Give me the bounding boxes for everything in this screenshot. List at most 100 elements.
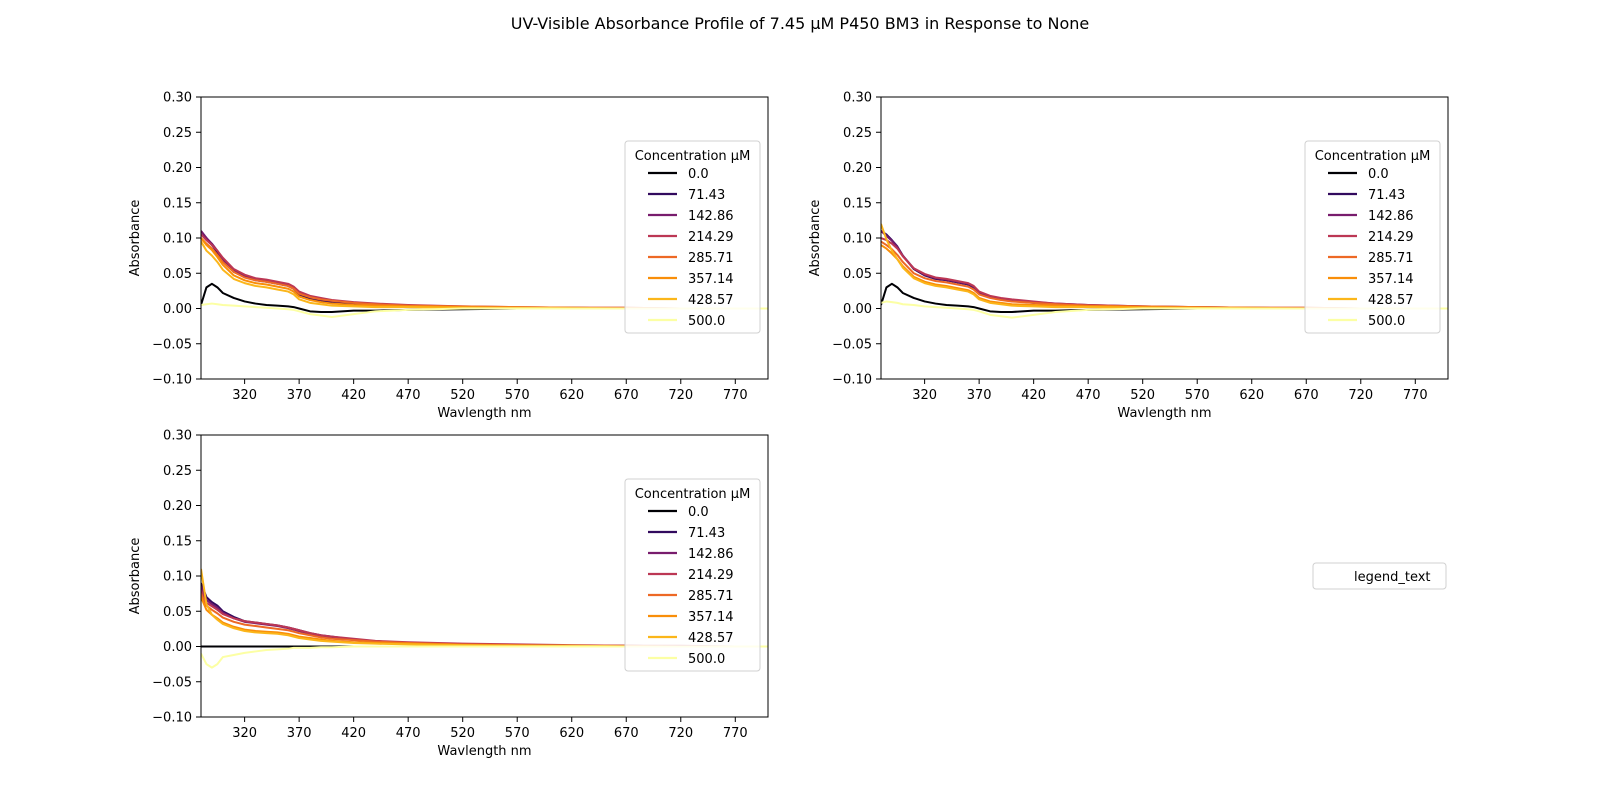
legend: Concentration µM 0.0 71.43 142.86 214.29 285.…	[624, 140, 761, 334]
y-tick-label: −0.10	[832, 373, 872, 388]
series-lines	[201, 568, 768, 669]
subplot-3: 320 370 420 470 520 570 620 670 720 770 −0.10 −0.05…	[128, 429, 769, 759]
x-tick-label: 420	[341, 388, 366, 403]
y-tick-label: 0.10	[163, 570, 192, 585]
legend-label-4: 214.29	[688, 568, 734, 583]
x-tick-label: 670	[1294, 388, 1319, 403]
y-tick-label: 0.25	[843, 126, 872, 141]
x-tick-label: 770	[723, 388, 748, 403]
subplot-2: 320 370 420 470 520 570 620 670 720 770 −0.10 −0.05…	[808, 91, 1449, 421]
x-tick-label: 570	[1185, 388, 1210, 403]
legend-label-1: 0.0	[688, 167, 709, 182]
x-axis-label: Wavlength nm	[437, 406, 531, 421]
x-tick-label: 720	[1348, 388, 1373, 403]
x-tick-label: 420	[1021, 388, 1046, 403]
legend-label-5: 285.71	[688, 251, 734, 266]
legend-label-6: 357.14	[1368, 272, 1414, 287]
extra-legend-box	[1312, 562, 1447, 590]
x-axis-label: Wavlength nm	[437, 744, 531, 759]
x-tick-label: 770	[1403, 388, 1428, 403]
x-tick-label: 670	[614, 726, 639, 741]
legend-box	[624, 478, 761, 672]
subplots: 320 370 420 470 520 570 620 670 720 770 −0.10 −0.05…	[128, 91, 1449, 759]
y-tick-label: −0.05	[152, 337, 192, 352]
y-tick-label: 0.25	[163, 464, 192, 479]
y-tick-label: 0.30	[843, 91, 872, 106]
y-tick-label: 0.20	[163, 161, 192, 176]
legend-title: Concentration µM	[1315, 149, 1431, 164]
y-tick-label: 0.05	[163, 267, 192, 282]
y-tick-label: 0.10	[163, 232, 192, 247]
y-axis-label: Absorbance	[808, 200, 823, 277]
y-tick-label: 0.30	[163, 429, 192, 444]
x-tick-label: 320	[912, 388, 937, 403]
y-tick-label: −0.10	[152, 373, 192, 388]
legend-label-5: 285.71	[1368, 251, 1414, 266]
legend-label-7: 428.57	[1368, 293, 1414, 308]
y-tick-label: −0.05	[832, 337, 872, 352]
legend-label-5: 285.71	[688, 589, 734, 604]
y-tick-label: 0.05	[163, 605, 192, 620]
series-lines	[201, 230, 768, 318]
legend-label-3: 142.86	[688, 547, 734, 562]
y-tick-label: 0.00	[163, 640, 192, 655]
x-tick-label: 720	[668, 388, 693, 403]
y-tick-label: 0.25	[163, 126, 192, 141]
legend-label-4: 214.29	[688, 230, 734, 245]
y-tick-label: 0.05	[843, 267, 872, 282]
x-tick-label: 370	[287, 388, 312, 403]
series-line-8	[881, 300, 1448, 319]
x-tick-label: 370	[287, 726, 312, 741]
y-tick-label: 0.15	[163, 196, 192, 211]
x-tick-label: 520	[1130, 388, 1155, 403]
y-tick-label: 0.15	[843, 196, 872, 211]
figure-title: UV-Visible Absorbance Profile of 7.45 µM…	[511, 14, 1089, 33]
x-tick-label: 420	[341, 726, 366, 741]
x-tick-label: 620	[1239, 388, 1264, 403]
legend-label-8: 500.0	[1368, 314, 1405, 329]
y-tick-label: 0.00	[843, 302, 872, 317]
x-tick-label: 470	[1076, 388, 1101, 403]
legend-label-3: 142.86	[1368, 209, 1414, 224]
y-tick-label: 0.15	[163, 534, 192, 549]
x-tick-label: 320	[232, 726, 257, 741]
x-tick-label: 720	[668, 726, 693, 741]
legend-label-6: 357.14	[688, 610, 734, 625]
legend-label-7: 428.57	[688, 631, 734, 646]
extra-legend: legend_text	[1312, 562, 1447, 590]
legend-label-2: 71.43	[688, 526, 725, 541]
series-lines	[881, 223, 1448, 319]
y-axis-label: Absorbance	[128, 538, 143, 615]
y-axis-label: Absorbance	[128, 200, 143, 277]
legend-box	[1304, 140, 1441, 334]
legend: Concentration µM 0.0 71.43 142.86 214.29 285.…	[624, 478, 761, 672]
legend-label-8: 500.0	[688, 652, 725, 667]
y-tick-label: 0.30	[163, 91, 192, 106]
extra-legend-label: legend_text	[1354, 570, 1431, 585]
y-tick-label: 0.20	[163, 499, 192, 514]
x-tick-label: 570	[505, 388, 530, 403]
x-tick-label: 620	[559, 726, 584, 741]
legend-label-7: 428.57	[688, 293, 734, 308]
legend-title: Concentration µM	[635, 149, 751, 164]
y-tick-label: 0.20	[843, 161, 872, 176]
y-tick-label: 0.00	[163, 302, 192, 317]
legend-label-3: 142.86	[688, 209, 734, 224]
legend-label-2: 71.43	[1368, 188, 1405, 203]
x-tick-label: 320	[232, 388, 257, 403]
legend-box	[624, 140, 761, 334]
x-axis-label: Wavlength nm	[1117, 406, 1211, 421]
x-tick-label: 770	[723, 726, 748, 741]
legend-label-2: 71.43	[688, 188, 725, 203]
series-line-8	[201, 302, 768, 318]
x-tick-label: 620	[559, 388, 584, 403]
x-tick-label: 470	[396, 726, 421, 741]
subplot-1: 320 370 420 470 520 570 620 670 720 770 −0.10 −0.05…	[128, 91, 769, 421]
x-tick-label: 520	[450, 726, 475, 741]
y-tick-label: 0.10	[843, 232, 872, 247]
legend-label-6: 357.14	[688, 272, 734, 287]
x-tick-label: 570	[505, 726, 530, 741]
legend-label-8: 500.0	[688, 314, 725, 329]
